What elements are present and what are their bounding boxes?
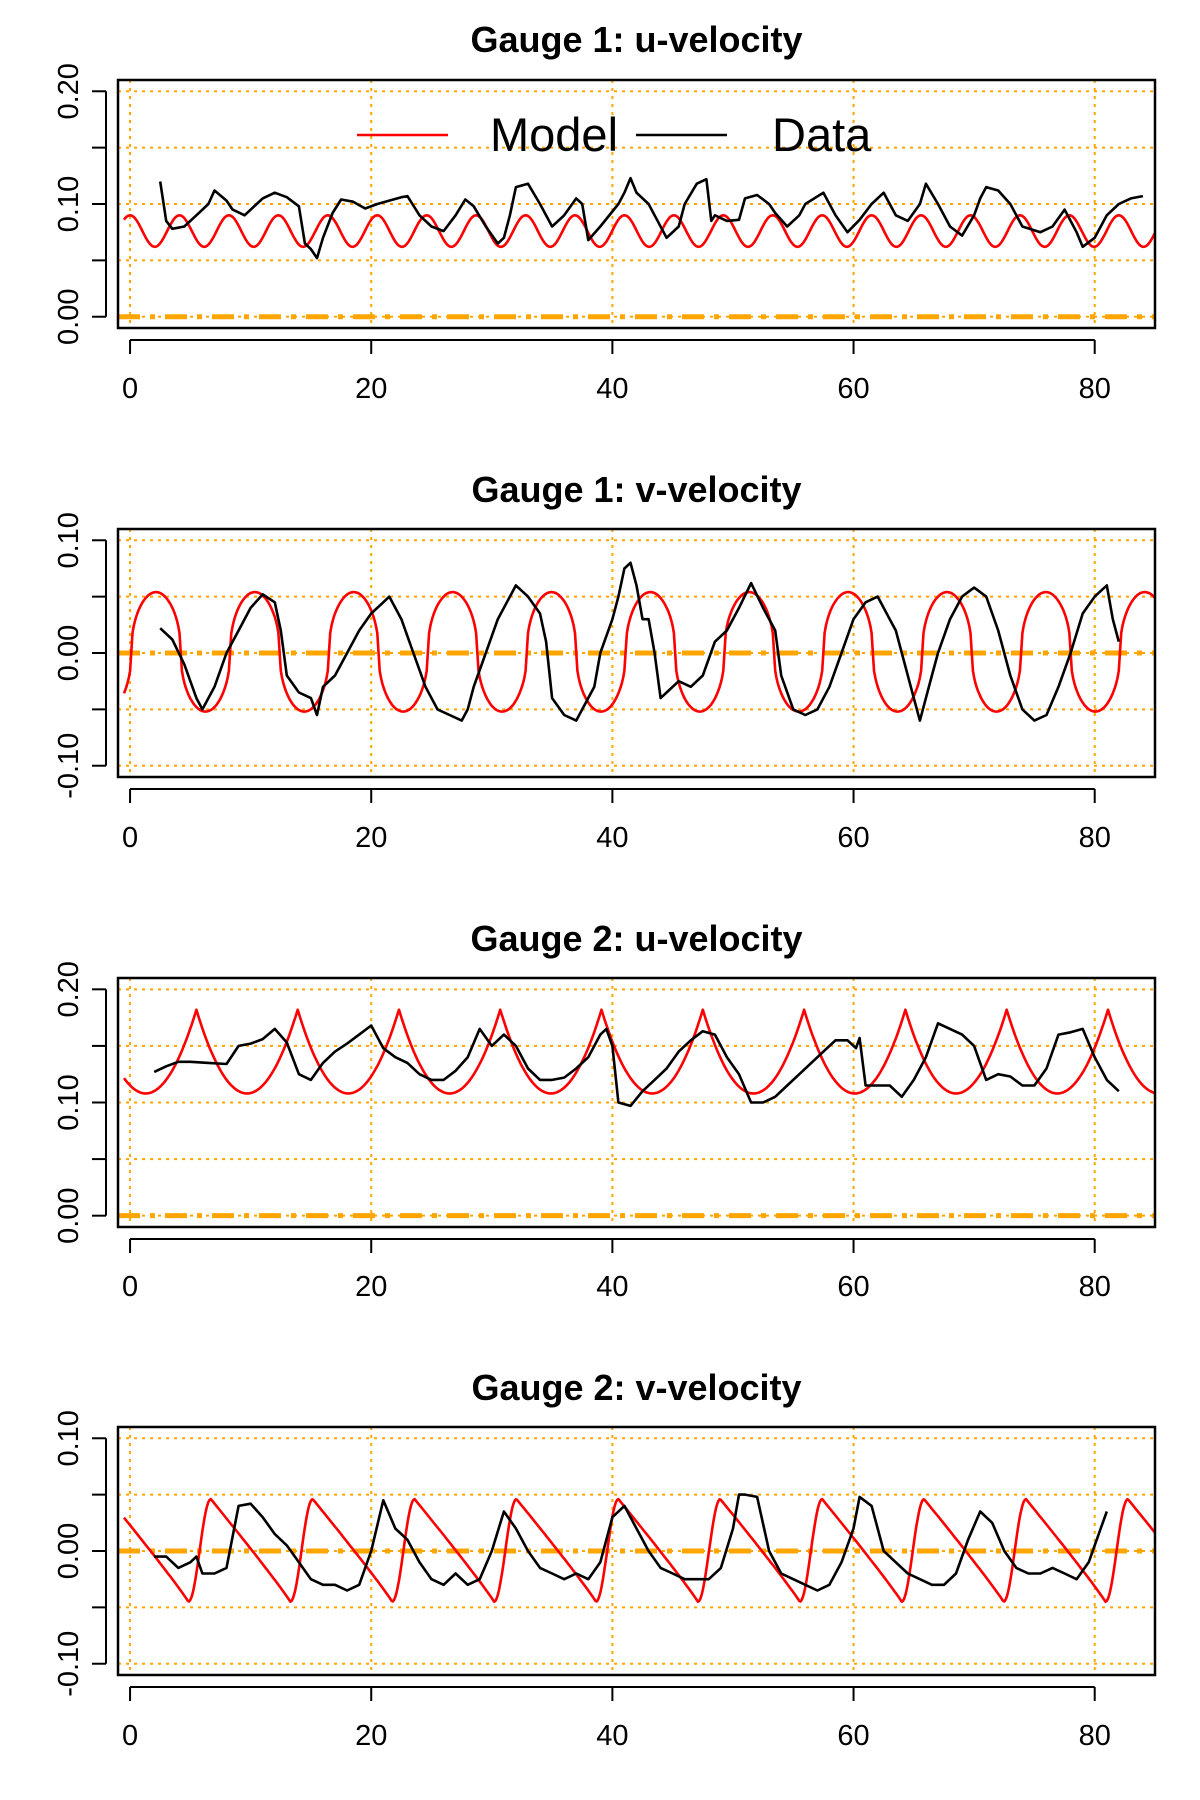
plot-frame bbox=[116, 527, 1157, 779]
x-tick-label: 60 bbox=[837, 1271, 869, 1303]
chart-title: Gauge 1: v-velocity bbox=[471, 469, 801, 510]
plot-frame bbox=[116, 976, 1157, 1229]
y-tick-label: 0.10 bbox=[53, 1074, 85, 1130]
chart-panel-3: Gauge 2: u-velocity 0 20 40 60 80 0.00 0.10 0.20 bbox=[53, 918, 1157, 1303]
chart-panel-1: Gauge 1: u-velocity 0 20 40 60 80 0.00 0.10 0.20… bbox=[53, 19, 1157, 405]
y-tick-label: -0.10 bbox=[53, 733, 85, 799]
chart-title: Gauge 2: v-velocity bbox=[471, 1367, 801, 1408]
x-tick-label: 0 bbox=[122, 1271, 138, 1303]
legend-label-data: Data bbox=[772, 108, 872, 161]
y-tick-label: 0.20 bbox=[53, 63, 85, 119]
plot-frame bbox=[116, 78, 1157, 330]
y-tick-label: -0.10 bbox=[53, 1631, 85, 1697]
legend-label-model: Model bbox=[490, 108, 618, 161]
series-line-model bbox=[122, 1008, 1156, 1095]
y-tick-label: 0.00 bbox=[53, 1187, 85, 1243]
x-tick-label: 0 bbox=[122, 373, 138, 405]
chart-panel-4: Gauge 2: v-velocity 0 20 40 60 80 -0.10 0.00 0.1… bbox=[53, 1367, 1157, 1752]
series-line-model bbox=[122, 1497, 1157, 1603]
series-line-model bbox=[122, 214, 1157, 249]
x-tick-label: 0 bbox=[122, 1720, 138, 1752]
y-tick-label: 0.00 bbox=[53, 289, 85, 345]
series-line-data bbox=[154, 1493, 1109, 1592]
x-tick-label: 80 bbox=[1079, 1720, 1111, 1752]
plot-frame bbox=[116, 1425, 1157, 1677]
chart-title: Gauge 1: u-velocity bbox=[470, 19, 802, 60]
x-tick-label: 0 bbox=[122, 822, 138, 854]
y-tick-label: 0.00 bbox=[53, 1523, 85, 1579]
chart-title: Gauge 2: u-velocity bbox=[470, 918, 802, 959]
x-tick-label: 60 bbox=[837, 822, 869, 854]
x-tick-label: 40 bbox=[596, 822, 628, 854]
x-tick-label: 20 bbox=[355, 1271, 387, 1303]
x-tick-label: 60 bbox=[837, 1720, 869, 1752]
x-tick-label: 60 bbox=[837, 373, 869, 405]
x-tick-label: 80 bbox=[1079, 1271, 1111, 1303]
x-tick-label: 20 bbox=[355, 822, 387, 854]
x-tick-label: 40 bbox=[596, 373, 628, 405]
series-line-data bbox=[158, 176, 1144, 260]
x-tick-label: 80 bbox=[1079, 373, 1111, 405]
chart-legend: Model Data bbox=[357, 108, 872, 161]
chart-panel-2: Gauge 1: v-velocity 0 20 40 60 80 -0.10 0.00 0.1… bbox=[53, 469, 1157, 854]
series-line-data bbox=[159, 561, 1121, 722]
y-tick-label: 0.10 bbox=[53, 1410, 85, 1466]
series-line-data bbox=[153, 1022, 1120, 1108]
y-tick-label: 0.00 bbox=[53, 625, 85, 681]
y-tick-label: 0.10 bbox=[53, 176, 85, 232]
x-tick-label: 20 bbox=[355, 1720, 387, 1752]
x-tick-label: 40 bbox=[596, 1720, 628, 1752]
x-tick-label: 80 bbox=[1079, 822, 1111, 854]
y-tick-label: 0.10 bbox=[53, 512, 85, 568]
y-tick-label: 0.20 bbox=[53, 961, 85, 1017]
x-tick-label: 20 bbox=[355, 373, 387, 405]
x-tick-label: 40 bbox=[596, 1271, 628, 1303]
